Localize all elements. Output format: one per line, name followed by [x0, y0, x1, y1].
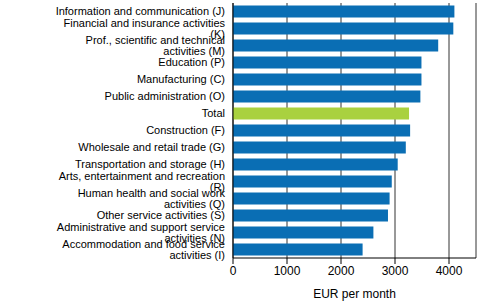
svg-text:0: 0 [230, 264, 237, 278]
svg-text:Public administration (O): Public administration (O) [105, 90, 225, 102]
svg-text:Transportation and storage (H): Transportation and storage (H) [75, 158, 225, 170]
svg-text:1000: 1000 [274, 264, 301, 278]
svg-text:2000: 2000 [328, 264, 355, 278]
svg-text:Total: Total [202, 107, 225, 119]
svg-text:Construction (F): Construction (F) [146, 124, 225, 136]
svg-text:3000: 3000 [382, 264, 409, 278]
svg-text:Other service activities (S): Other service activities (S) [97, 209, 225, 221]
svg-text:Accommodation and food service: Accommodation and food serviceactivities… [62, 238, 225, 261]
svg-text:Human health and social workac: Human health and social workactivities (… [78, 187, 226, 210]
svg-text:Manufacturing (C): Manufacturing (C) [137, 73, 225, 85]
svg-text:Wholesale and retail trade (G): Wholesale and retail trade (G) [78, 141, 225, 153]
svg-text:4000: 4000 [436, 264, 463, 278]
svg-text:Education (P): Education (P) [158, 56, 225, 68]
svg-text:Information and communication: Information and communication (J) [56, 5, 225, 17]
svg-text:EUR per month: EUR per month [313, 287, 396, 301]
svg-text:Prof., scientific and technica: Prof., scientific and technicalactivitie… [86, 34, 225, 57]
